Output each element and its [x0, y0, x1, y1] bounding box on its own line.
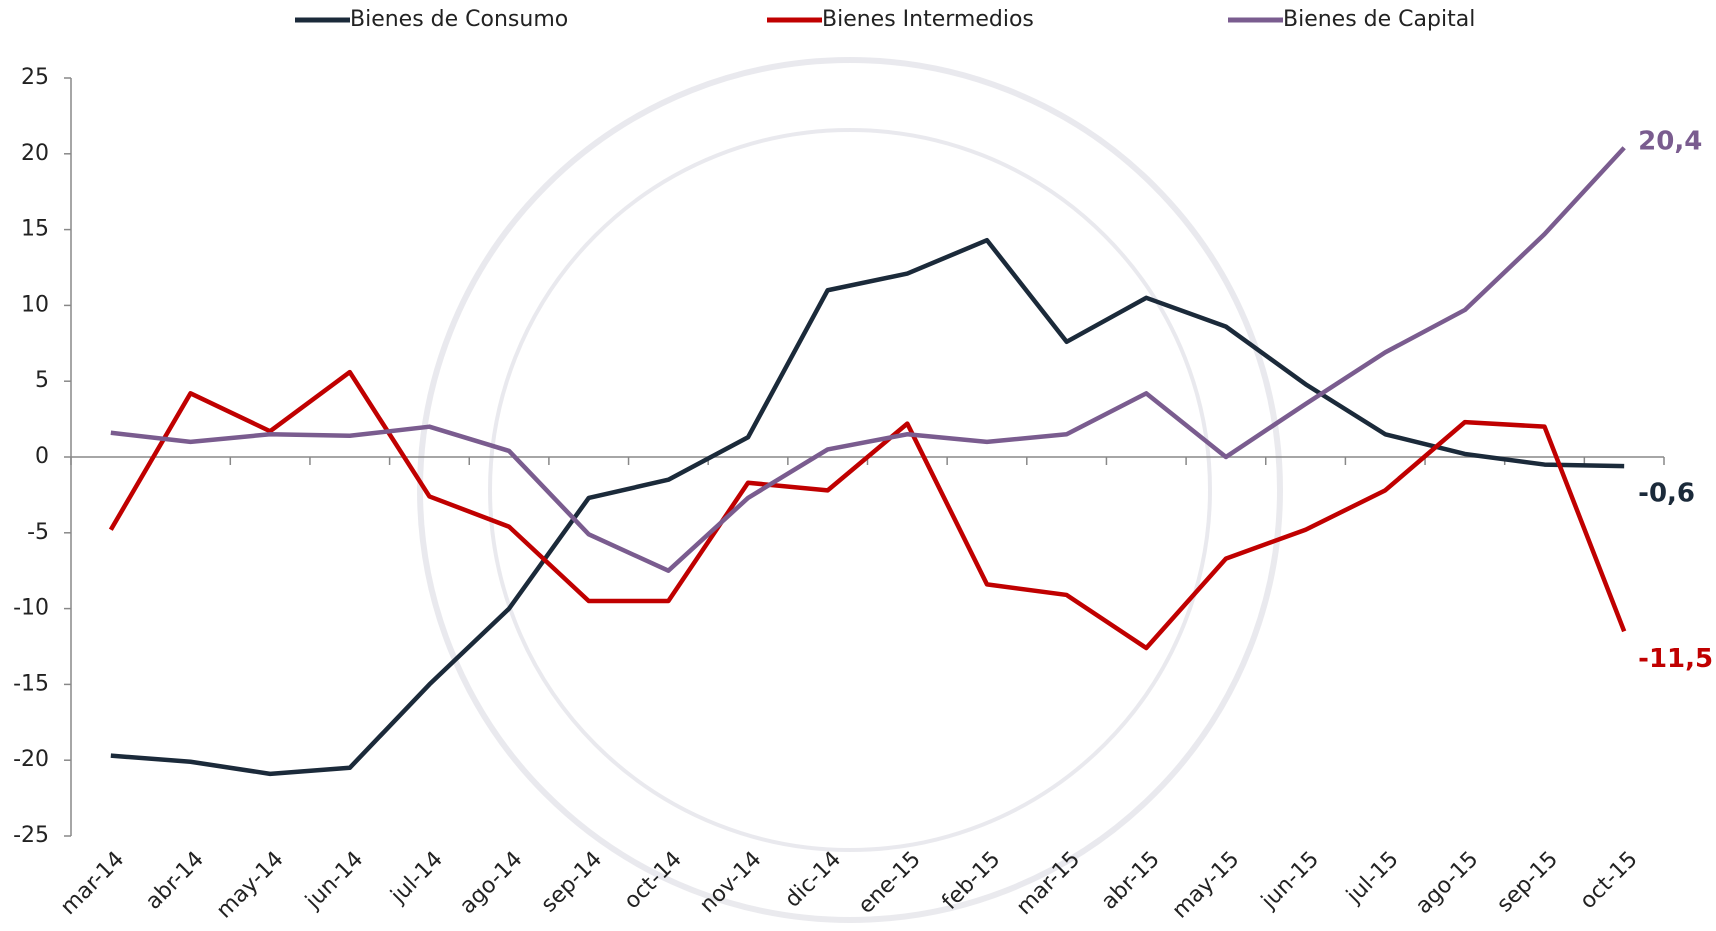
data-label: -0,6 [1638, 479, 1695, 509]
y-tick-label: 5 [35, 368, 49, 393]
x-tick-label: sep-14 [537, 847, 608, 918]
series-line [110, 146, 1626, 573]
series-line [108, 369, 1627, 651]
x-tick-label: may-14 [212, 847, 289, 924]
y-tick-label: 10 [21, 292, 49, 317]
legend-label: Bienes de Consumo [350, 7, 568, 32]
x-tick-label: ago-15 [1411, 847, 1483, 919]
x-tick-label: may-15 [1168, 847, 1245, 924]
y-tick-label: 0 [35, 444, 49, 469]
x-tick-label: jul-15 [1341, 847, 1403, 909]
x-tick-label: ago-14 [455, 847, 527, 919]
x-tick-label: abr-14 [141, 847, 209, 915]
x-tick-label: abr-15 [1097, 847, 1165, 915]
x-tick-label: dic-14 [780, 847, 846, 913]
watermark [417, 57, 1283, 923]
y-tick-label: 15 [21, 217, 49, 242]
y-tick-label: -25 [13, 823, 49, 848]
y-tick-label: 20 [21, 141, 49, 166]
x-tick-label: sep-15 [1492, 847, 1563, 918]
y-tick-label: -20 [13, 747, 49, 772]
y-tick-label: -5 [27, 520, 49, 545]
data-label: 20,4 [1638, 127, 1702, 157]
y-tick-label: -10 [13, 596, 49, 621]
legend-label: Bienes de Capital [1283, 7, 1475, 32]
y-tick-label: -15 [13, 671, 49, 696]
x-tick-label: ene-15 [854, 847, 926, 919]
x-tick-label: jun-14 [300, 847, 368, 915]
legend-label: Bienes Intermedios [822, 7, 1034, 32]
series-line [110, 237, 1625, 777]
x-tick-label: mar-14 [56, 847, 129, 920]
data-label: -11,5 [1638, 644, 1713, 674]
x-tick-label: jun-15 [1256, 847, 1324, 915]
x-tick-label: oct-15 [1575, 847, 1642, 914]
x-tick-label: jul-14 [386, 847, 448, 909]
y-tick-label: 25 [21, 65, 49, 90]
